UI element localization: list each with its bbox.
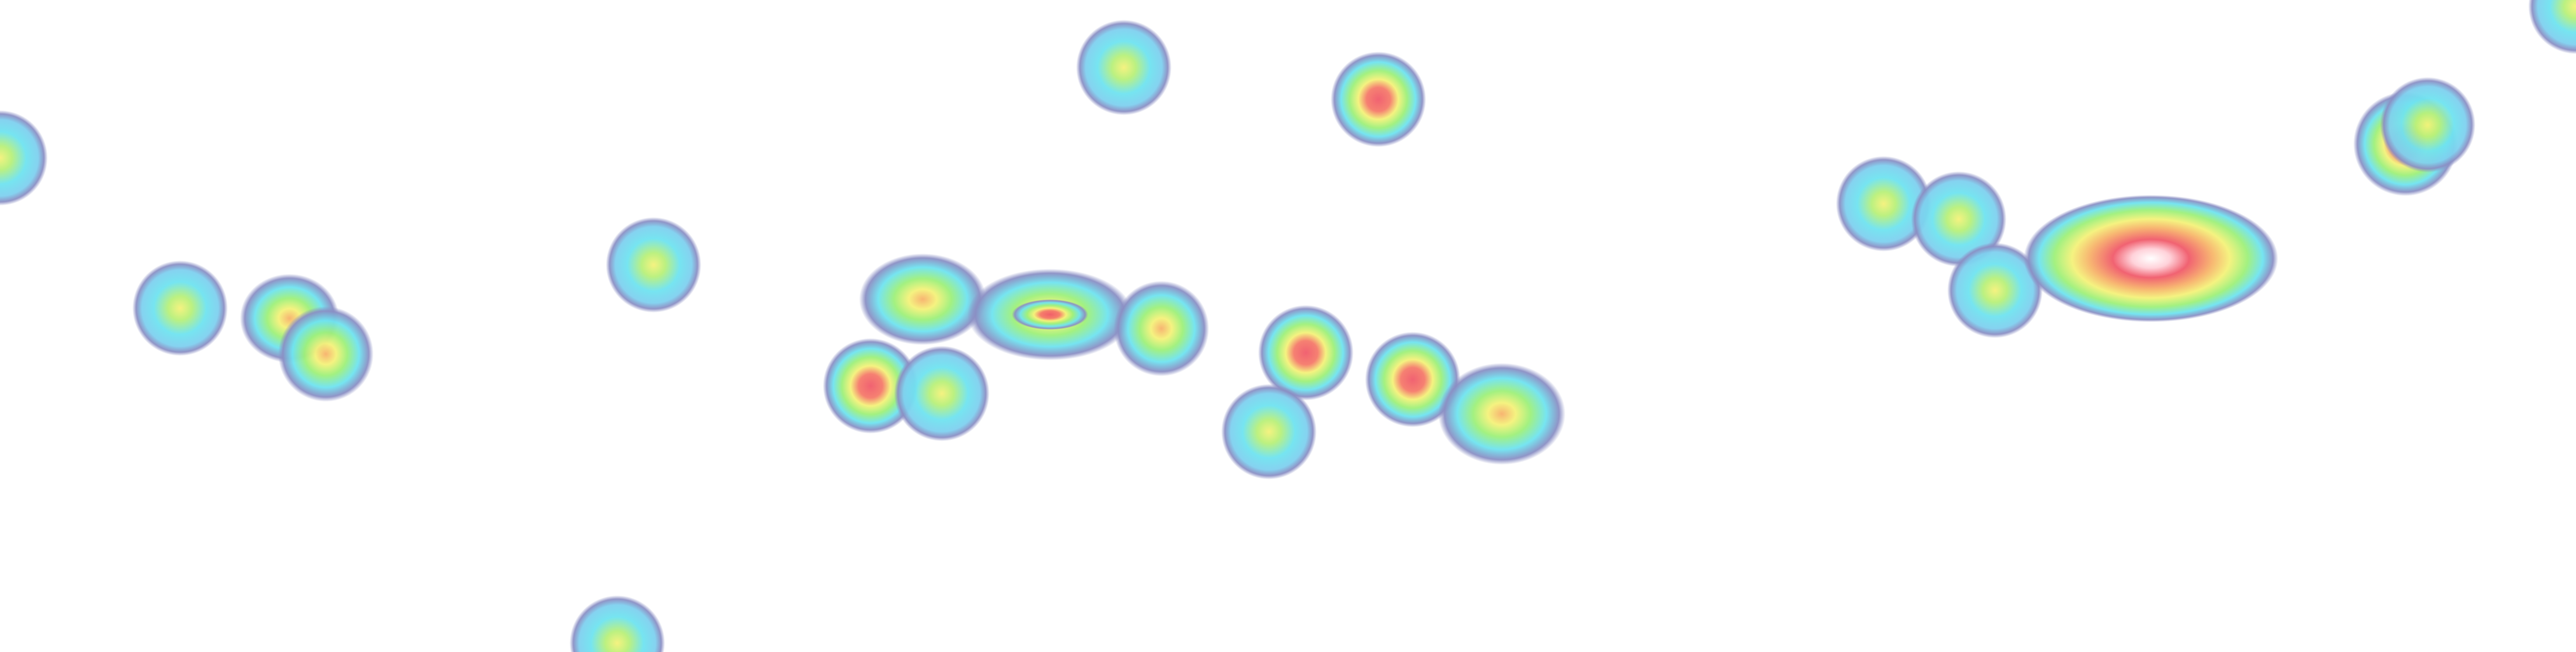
heat-spot: [1114, 281, 1209, 376]
heat-spot: [132, 260, 228, 356]
heat-spot: [1221, 384, 1317, 479]
heat-spot: [1438, 363, 1565, 465]
heat-spot: [0, 110, 48, 206]
heat-spot: [1331, 52, 1426, 147]
heat-spot: [1365, 332, 1460, 427]
heat-spot: [1836, 156, 1931, 252]
heat-spot: [2380, 77, 2475, 173]
heat-spot: [570, 595, 665, 652]
heat-spot: [606, 217, 701, 313]
heat-spot: [2528, 0, 2576, 54]
heat-spot: [823, 338, 918, 434]
heat-spot: [1947, 243, 2043, 338]
heat-spot: [1258, 305, 1354, 400]
heat-spot: [859, 253, 986, 345]
heat-spot: [894, 346, 990, 441]
heat-spot: [1911, 171, 2006, 267]
heat-spot: [278, 306, 374, 402]
heat-spot: [1076, 20, 1172, 115]
heat-spot: [1012, 299, 1088, 330]
heat-spot: [2024, 195, 2278, 322]
